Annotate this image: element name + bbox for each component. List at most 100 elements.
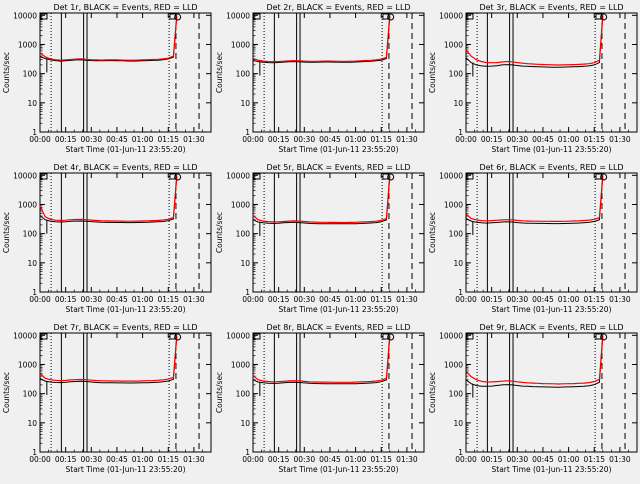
corner-marker xyxy=(382,333,390,340)
y-axis-label: Counts/sec xyxy=(2,372,11,413)
x-tick-label: 00:30 xyxy=(293,455,315,464)
x-tick-label: 01:15 xyxy=(157,135,179,144)
x-tick-label: 00:45 xyxy=(532,295,554,304)
axes-frame xyxy=(465,12,638,133)
axes-frame xyxy=(252,172,425,293)
x-tick-label: 00:00 xyxy=(455,455,477,464)
y-tick-label: 10 xyxy=(453,259,463,268)
x-tick-label: 00:45 xyxy=(106,295,128,304)
y-tick-label: 1 xyxy=(458,128,463,137)
x-tick-label: 00:45 xyxy=(106,135,128,144)
x-tick-label: 01:00 xyxy=(132,295,154,304)
x-tick-label: 00:15 xyxy=(268,295,290,304)
lld-series-line xyxy=(465,335,604,385)
x-tick-label: 00:00 xyxy=(29,455,51,464)
axes-frame xyxy=(465,172,638,293)
x-tick-label: 01:00 xyxy=(345,455,367,464)
x-tick-label: 00:15 xyxy=(55,135,77,144)
x-tick-label: 00:15 xyxy=(268,135,290,144)
corner-marker xyxy=(174,333,182,341)
x-tick-label: 00:45 xyxy=(532,135,554,144)
lld-series-line xyxy=(39,335,178,382)
y-tick-label: 100 xyxy=(23,70,38,79)
corner-marker xyxy=(595,333,603,340)
y-tick-label: 10000 xyxy=(226,171,250,180)
lld-series-line xyxy=(252,15,391,63)
y-axis-label: Counts/sec xyxy=(428,372,437,413)
x-tick-label: 00:45 xyxy=(319,295,341,304)
lld-series-line xyxy=(465,15,604,66)
corner-marker xyxy=(253,13,261,20)
y-tick-label: 10 xyxy=(453,99,463,108)
x-tick-label: 00:15 xyxy=(268,455,290,464)
panel-title: Det 3r, BLACK = Events, RED = LLD xyxy=(479,3,623,12)
lld-series-line xyxy=(252,335,391,383)
y-tick-label: 10 xyxy=(240,99,250,108)
corner-marker xyxy=(40,173,48,180)
x-tick-label: 01:30 xyxy=(183,135,205,144)
events-series-line xyxy=(39,16,178,62)
corner-marker xyxy=(169,13,177,20)
y-tick-label: 1000 xyxy=(231,40,250,49)
y-tick-label: 10000 xyxy=(226,331,250,340)
y-tick-label: 100 xyxy=(23,230,38,239)
y-tick-label: 1000 xyxy=(231,360,250,369)
x-tick-label: 00:00 xyxy=(242,295,264,304)
x-tick-label: 00:15 xyxy=(481,295,503,304)
x-tick-label: 00:45 xyxy=(319,455,341,464)
y-tick-label: 100 xyxy=(236,390,251,399)
y-tick-label: 1000 xyxy=(231,200,250,209)
corner-marker xyxy=(382,173,390,180)
lld-series-line xyxy=(39,15,178,61)
y-axis-label: Counts/sec xyxy=(215,372,224,413)
events-series-line xyxy=(252,336,391,385)
y-tick-label: 1000 xyxy=(444,360,463,369)
y-tick-label: 1 xyxy=(32,288,37,297)
x-tick-label: 00:15 xyxy=(55,295,77,304)
panel-title: Det 7r, BLACK = Events, RED = LLD xyxy=(53,323,197,332)
y-axis-label: Counts/sec xyxy=(428,52,437,93)
y-tick-label: 100 xyxy=(236,70,251,79)
corner-marker xyxy=(174,13,182,21)
y-tick-label: 10 xyxy=(27,259,37,268)
y-tick-label: 1000 xyxy=(18,360,37,369)
x-tick-label: 00:30 xyxy=(80,135,102,144)
detector-panel: Det 9r, BLACK = Events, RED = LLD 1 10 100 1… xyxy=(428,323,638,474)
panel-title: Det 4r, BLACK = Events, RED = LLD xyxy=(53,163,197,172)
y-tick-label: 100 xyxy=(449,390,464,399)
lld-series-line xyxy=(465,175,604,222)
x-tick-label: 00:15 xyxy=(55,455,77,464)
detector-panel: Det 5r, BLACK = Events, RED = LLD 1 10 100 1… xyxy=(215,163,425,314)
corner-marker xyxy=(466,13,474,20)
panel-title: Det 1r, BLACK = Events, RED = LLD xyxy=(53,3,197,12)
x-tick-label: 00:30 xyxy=(80,295,102,304)
lld-series-line xyxy=(252,175,391,224)
x-tick-label: 00:00 xyxy=(29,295,51,304)
corner-marker xyxy=(600,13,608,21)
x-tick-label: 01:15 xyxy=(370,135,392,144)
x-tick-label: 01:00 xyxy=(558,135,580,144)
corner-marker xyxy=(595,13,603,20)
x-tick-label: 01:30 xyxy=(609,455,631,464)
x-tick-label: 01:00 xyxy=(345,295,367,304)
y-tick-label: 10000 xyxy=(226,11,250,20)
x-tick-label: 01:30 xyxy=(396,455,418,464)
axes-frame xyxy=(252,12,425,133)
corner-marker xyxy=(387,333,395,341)
y-tick-label: 1 xyxy=(245,128,250,137)
x-tick-label: 01:15 xyxy=(157,295,179,304)
x-tick-label: 01:00 xyxy=(558,455,580,464)
corner-marker xyxy=(600,333,608,341)
y-tick-label: 1 xyxy=(458,448,463,457)
detector-panel: Det 6r, BLACK = Events, RED = LLD 1 10 100 1… xyxy=(428,163,638,314)
events-series-line xyxy=(465,176,604,225)
detector-panel: Det 8r, BLACK = Events, RED = LLD 1 10 100 1… xyxy=(215,323,425,474)
x-tick-label: 01:30 xyxy=(183,455,205,464)
x-tick-label: 01:00 xyxy=(132,135,154,144)
y-axis-label: Counts/sec xyxy=(2,212,11,253)
x-tick-label: 00:00 xyxy=(29,135,51,144)
x-tick-label: 00:00 xyxy=(242,455,264,464)
x-tick-label: 00:15 xyxy=(481,455,503,464)
x-axis-label: Start Time (01-Jun-11 23:55:20) xyxy=(66,305,186,314)
